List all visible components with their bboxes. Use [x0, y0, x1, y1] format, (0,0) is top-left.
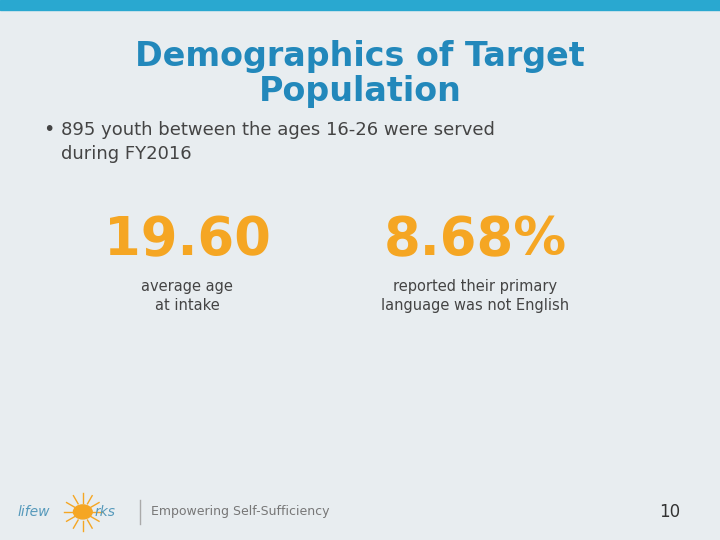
Text: Demographics of Target: Demographics of Target	[135, 40, 585, 73]
Text: 8.68%: 8.68%	[384, 214, 567, 266]
Text: during FY2016: during FY2016	[61, 145, 192, 163]
Text: Population: Population	[258, 75, 462, 109]
Text: Empowering Self-Sufficiency: Empowering Self-Sufficiency	[151, 505, 330, 518]
Text: rks: rks	[94, 505, 115, 519]
Text: 19.60: 19.60	[104, 214, 271, 266]
Circle shape	[73, 505, 92, 519]
Text: lifew: lifew	[18, 505, 50, 519]
Text: 10: 10	[659, 503, 680, 521]
Text: at intake: at intake	[155, 298, 220, 313]
Text: reported their primary: reported their primary	[393, 279, 557, 294]
Bar	[0, 0, 720, 10]
Text: language was not English: language was not English	[381, 298, 570, 313]
Text: 895 youth between the ages 16-26 were served: 895 youth between the ages 16-26 were se…	[61, 120, 495, 139]
Text: •: •	[43, 120, 55, 139]
Text: average age: average age	[141, 279, 233, 294]
